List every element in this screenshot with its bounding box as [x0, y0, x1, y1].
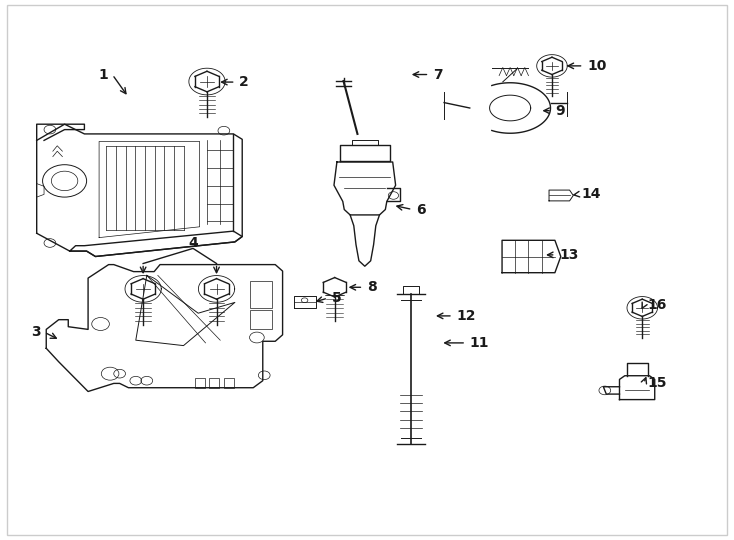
Text: 3: 3 [31, 325, 40, 339]
Text: 11: 11 [470, 336, 490, 350]
Bar [250, 281, 272, 308]
Text: 15: 15 [647, 376, 667, 390]
Text: 8: 8 [367, 280, 377, 294]
Text: 12: 12 [457, 309, 476, 323]
Text: 7: 7 [433, 68, 443, 82]
Text: 16: 16 [647, 298, 666, 312]
Bar [224, 378, 234, 388]
Text: 4: 4 [188, 236, 198, 250]
Bar [195, 378, 205, 388]
Text: 6: 6 [416, 202, 426, 217]
Text: 10: 10 [587, 59, 606, 73]
Text: 5: 5 [332, 291, 341, 305]
Text: 13: 13 [559, 248, 578, 262]
Text: 9: 9 [556, 104, 565, 118]
Bar [209, 378, 219, 388]
Text: 2: 2 [239, 75, 249, 89]
Text: 14: 14 [581, 187, 601, 201]
Bar [250, 310, 272, 329]
Text: 1: 1 [99, 68, 109, 82]
